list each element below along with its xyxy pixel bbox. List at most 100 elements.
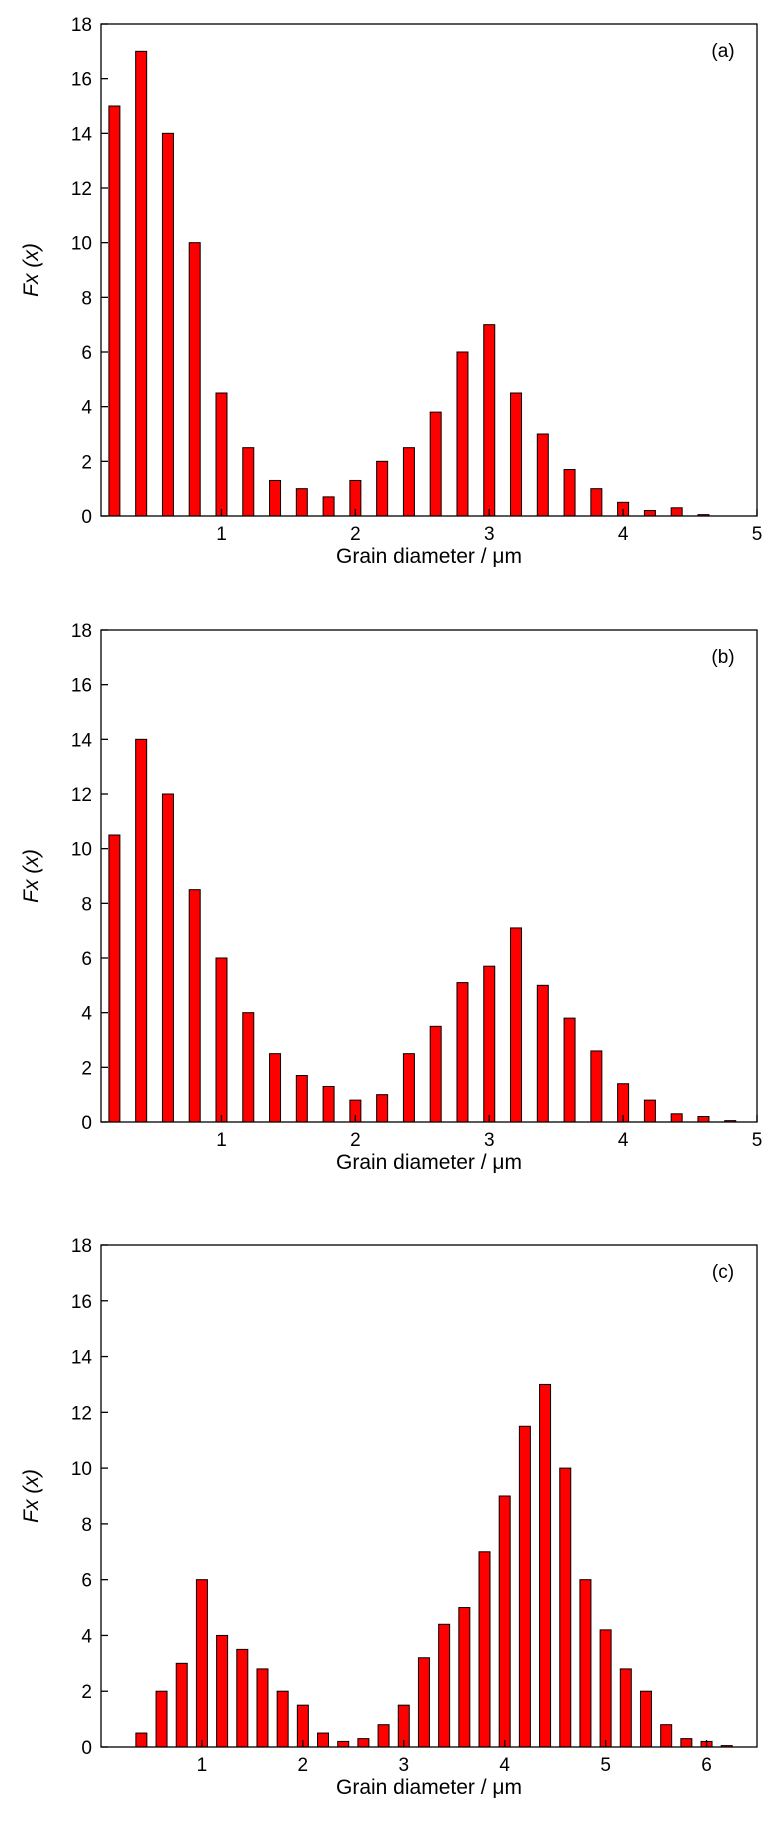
y-tick-label: 12: [71, 1403, 92, 1424]
bar: [135, 50, 148, 517]
x-tick-label: 3: [484, 1130, 495, 1151]
y-tick-label: 6: [81, 949, 92, 970]
x-tick-label: 3: [484, 524, 495, 545]
y-tick-label: 0: [81, 507, 92, 528]
x-axis-title: Grain diameter / μm: [336, 545, 522, 568]
bar: [483, 965, 496, 1123]
bar: [579, 1579, 592, 1748]
bar: [161, 132, 174, 517]
y-tick-label: 4: [81, 1004, 92, 1025]
y-tick-label: 16: [71, 1292, 92, 1313]
x-tick-label: 5: [752, 1130, 763, 1151]
bar: [680, 1738, 693, 1748]
x-tick-label: 6: [701, 1755, 712, 1776]
bar: [135, 1732, 148, 1748]
bar: [317, 1732, 330, 1748]
y-tick-label: 2: [81, 1682, 92, 1703]
bar: [256, 1668, 269, 1748]
bar: [536, 433, 549, 517]
x-tick-label: 2: [350, 524, 361, 545]
bar: [269, 1053, 282, 1123]
y-tick-label: 12: [71, 785, 92, 806]
bar: [429, 1025, 442, 1123]
bar: [590, 1050, 603, 1123]
bar: [295, 488, 308, 517]
bar: [559, 1467, 572, 1748]
bar: [478, 1551, 491, 1748]
y-tick-label: 18: [71, 1236, 92, 1257]
y-tick-label: 6: [81, 1571, 92, 1592]
bar: [377, 1724, 390, 1748]
bar: [458, 1607, 471, 1748]
bar: [215, 392, 228, 517]
x-tick-label: 4: [618, 1130, 629, 1151]
bar: [563, 469, 576, 517]
y-tick-label: 10: [71, 840, 92, 861]
y-axis-title: Fx (x): [20, 849, 43, 903]
x-axis-title: Grain diameter / μm: [336, 1151, 522, 1174]
y-tick-label: 0: [81, 1113, 92, 1134]
y-tick-label: 2: [81, 1058, 92, 1079]
bar: [155, 1690, 168, 1748]
bar: [643, 1099, 656, 1123]
bar: [498, 1495, 511, 1748]
y-tick-label: 14: [71, 1348, 93, 1369]
x-tick-label: 2: [350, 1130, 361, 1151]
y-axis-title: Fx (x): [20, 1469, 43, 1523]
bar: [660, 1724, 673, 1748]
bar: [456, 982, 469, 1123]
bar: [376, 460, 389, 517]
bar: [276, 1690, 289, 1748]
bar: [697, 1116, 710, 1123]
y-tick-label: 8: [81, 288, 92, 309]
bar: [135, 738, 148, 1123]
y-tick-label: 12: [71, 179, 92, 200]
bar: [539, 1383, 552, 1748]
bar: [510, 392, 523, 517]
bar: [483, 324, 496, 517]
y-tick-label: 18: [71, 15, 92, 36]
x-tick-label: 5: [752, 524, 763, 545]
y-tick-label: 10: [71, 1459, 92, 1480]
x-tick-label: 2: [298, 1755, 309, 1776]
bar: [590, 488, 603, 517]
bar: [188, 242, 201, 517]
bar: [599, 1629, 612, 1748]
plot-frame: [100, 23, 758, 517]
panel-label: (c): [712, 1262, 734, 1283]
panel-label: (a): [711, 41, 734, 62]
bar: [536, 984, 549, 1123]
x-tick-label: 4: [499, 1755, 510, 1776]
bar: [619, 1668, 632, 1748]
bar: [643, 510, 656, 517]
y-axis-title: Fx (x): [20, 243, 43, 297]
bar: [670, 507, 683, 517]
bar: [357, 1738, 370, 1748]
bar: [242, 447, 255, 517]
panel-label: (b): [711, 647, 734, 668]
bar: [376, 1094, 389, 1123]
bar: [417, 1657, 430, 1748]
x-tick-label: 5: [600, 1755, 611, 1776]
plot-frame: [100, 1244, 758, 1748]
bar: [402, 1053, 415, 1123]
y-tick-label: 2: [81, 452, 92, 473]
bar: [337, 1740, 350, 1748]
bar: [161, 793, 174, 1123]
bar: [402, 447, 415, 517]
y-tick-label: 14: [71, 124, 93, 145]
x-tick-label: 4: [618, 524, 629, 545]
y-tick-label: 4: [81, 1626, 92, 1647]
bar: [518, 1425, 531, 1748]
bar: [269, 479, 282, 517]
bar: [242, 1012, 255, 1123]
plot-frame: [100, 629, 758, 1123]
y-tick-label: 6: [81, 343, 92, 364]
x-axis-title: Grain diameter / μm: [336, 1776, 522, 1799]
bar: [322, 1085, 335, 1123]
bar: [563, 1017, 576, 1123]
bar: [295, 1075, 308, 1123]
